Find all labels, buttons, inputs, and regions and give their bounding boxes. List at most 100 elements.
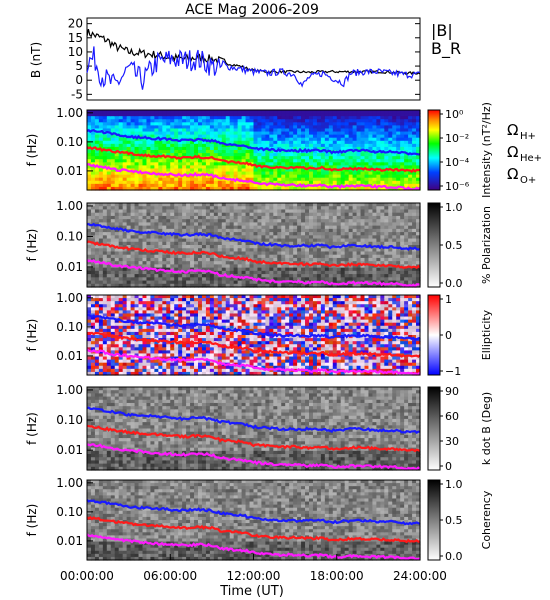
spectrogram-cell xyxy=(201,180,207,185)
spectrogram-cell xyxy=(102,307,108,311)
spectrogram-cell xyxy=(293,116,298,120)
spectrogram-cell xyxy=(320,274,326,278)
spectrogram-cell xyxy=(205,153,211,157)
spectrogram-cell xyxy=(229,215,235,220)
spectrogram-cell xyxy=(237,159,243,163)
spectrogram-cell xyxy=(396,128,401,133)
spectrogram-cell xyxy=(416,131,421,136)
spectrogram-cell xyxy=(249,122,255,126)
spectrogram-cell xyxy=(122,143,128,148)
spectrogram-cell xyxy=(150,248,155,253)
spectrogram-cell xyxy=(94,270,100,275)
spectrogram-cell xyxy=(110,128,116,133)
spectrogram-cell xyxy=(138,222,144,227)
spectrogram-cell xyxy=(245,235,251,240)
spectrogram-cell xyxy=(205,257,211,262)
spectrogram-cell xyxy=(316,238,322,243)
spectrogram-cell xyxy=(106,331,112,336)
spectrogram-cell xyxy=(388,128,393,133)
spectrogram-cell xyxy=(360,125,366,130)
spectrogram-cell xyxy=(122,277,128,282)
spectrogram-cell xyxy=(134,177,140,182)
spectrogram-cell xyxy=(158,122,163,126)
spectrogram-cell xyxy=(122,165,128,170)
spectrogram-cell xyxy=(400,186,405,191)
spectrogram-cell xyxy=(400,225,405,230)
gyro-o-line xyxy=(86,258,421,288)
spectrogram-cell xyxy=(257,113,263,117)
spectrogram-cell xyxy=(229,209,235,214)
spectrogram-cell xyxy=(90,119,96,123)
spectrogram-cell xyxy=(320,171,326,176)
spectrogram-cell xyxy=(396,248,401,253)
spectrogram-cell xyxy=(134,119,140,123)
spectrogram-cell xyxy=(102,341,108,345)
spectrogram-cell xyxy=(126,310,132,315)
spectrogram-cell xyxy=(94,171,100,176)
spectrogram-cell xyxy=(324,228,330,233)
spectrogram-cell xyxy=(174,203,179,207)
spectrogram-cell xyxy=(166,350,171,355)
spectrogram-cell xyxy=(237,174,243,179)
spectrogram-cell xyxy=(265,128,270,133)
spectrogram-cell xyxy=(162,257,167,262)
spectrogram-cell xyxy=(194,277,199,282)
gyro-legend-label: Ω xyxy=(507,121,518,139)
spectrogram-cell xyxy=(316,119,322,123)
spectrogram-cell xyxy=(392,134,397,139)
spectrogram-cell xyxy=(305,171,310,176)
spectrogram-cell xyxy=(126,159,132,163)
spectrogram-cell xyxy=(380,277,385,282)
spectrogram-cell xyxy=(253,270,259,275)
spectrogram-cell xyxy=(265,277,270,282)
spectrogram-cell xyxy=(90,270,96,275)
spectrogram-cell xyxy=(273,140,278,145)
spectrogram-cell xyxy=(106,341,112,345)
spectrogram-cell xyxy=(237,248,243,253)
spectrogram-cell xyxy=(392,125,397,130)
spectrogram-cell xyxy=(201,283,207,288)
spectrogram-cell xyxy=(408,119,413,123)
spectrogram-cell xyxy=(114,353,120,358)
spectrogram-cell xyxy=(217,153,223,157)
spectrogram-cell xyxy=(332,180,338,185)
spectrogram-cell xyxy=(178,153,183,157)
spectrogram-cell xyxy=(146,174,152,179)
spectrogram-cell xyxy=(178,125,183,130)
spectrogram-cell xyxy=(245,168,251,173)
spectrogram-cell xyxy=(416,150,421,154)
spectrogram-cell xyxy=(110,238,116,243)
spectrogram-cell xyxy=(380,177,385,182)
spectrogram-cell xyxy=(269,277,274,282)
spectrogram-cell xyxy=(416,235,421,240)
spectrogram-cell xyxy=(194,180,199,185)
spectrogram-cell xyxy=(162,222,167,227)
spectrogram-cell xyxy=(396,110,401,114)
spectrogram-cell xyxy=(118,325,124,330)
spectrogram-cell xyxy=(265,119,270,123)
spectrogram-cell xyxy=(146,137,152,142)
spectrogram-cell xyxy=(305,146,310,151)
spectrogram-cell xyxy=(257,119,263,123)
spectrogram-cell xyxy=(289,257,294,262)
spectrogram-cell xyxy=(404,280,409,285)
spectrogram-cell xyxy=(265,254,270,259)
spectrogram-cell xyxy=(150,119,155,123)
spectrogram-cell xyxy=(257,280,263,285)
spectrogram-cell xyxy=(320,215,326,220)
spectrogram-cell xyxy=(229,264,235,269)
spectrogram-cell xyxy=(328,261,334,265)
spectrogram-cell xyxy=(209,245,215,249)
spectrogram-cell xyxy=(265,248,270,253)
spectrogram-cell xyxy=(285,254,290,259)
spectrogram-cell xyxy=(178,206,183,211)
spectrogram-cell xyxy=(348,251,354,256)
spectrogram-cell xyxy=(285,277,290,282)
spectrogram-cell xyxy=(340,113,346,117)
spectrogram-cell xyxy=(316,174,322,179)
spectrogram-cell xyxy=(388,171,393,176)
spectrogram-cell xyxy=(94,153,100,157)
spectrogram-cell xyxy=(122,328,128,333)
spectrogram-cell xyxy=(237,180,243,185)
spectrogram-cell xyxy=(332,280,338,285)
